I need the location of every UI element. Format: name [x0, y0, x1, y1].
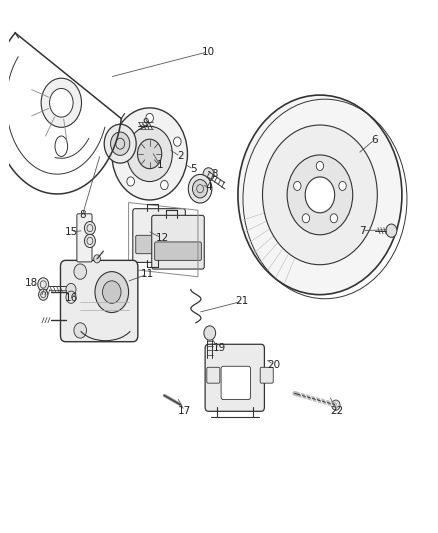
FancyBboxPatch shape [77, 214, 92, 262]
Ellipse shape [55, 136, 67, 157]
Text: 19: 19 [212, 343, 226, 353]
FancyBboxPatch shape [260, 367, 273, 383]
Circle shape [127, 177, 134, 186]
Circle shape [66, 291, 76, 303]
Text: 3: 3 [212, 169, 218, 180]
Circle shape [111, 132, 130, 155]
Text: 16: 16 [64, 293, 78, 303]
Text: 20: 20 [267, 360, 280, 370]
Circle shape [316, 161, 324, 171]
Text: 22: 22 [330, 406, 343, 416]
Circle shape [74, 323, 87, 338]
Circle shape [138, 139, 162, 168]
Circle shape [146, 114, 153, 123]
Circle shape [49, 88, 73, 117]
Text: 11: 11 [141, 269, 154, 279]
Circle shape [85, 235, 95, 247]
Text: 17: 17 [178, 406, 191, 416]
Text: 21: 21 [236, 296, 249, 306]
Text: 6: 6 [371, 135, 378, 144]
Circle shape [173, 137, 181, 146]
Text: 4: 4 [205, 182, 212, 192]
FancyBboxPatch shape [207, 367, 220, 383]
FancyBboxPatch shape [152, 215, 204, 269]
Circle shape [332, 400, 340, 410]
FancyBboxPatch shape [205, 344, 265, 411]
Text: 8: 8 [79, 211, 86, 220]
Circle shape [127, 126, 172, 182]
Circle shape [330, 214, 338, 223]
Circle shape [102, 281, 121, 303]
Circle shape [204, 326, 215, 340]
Circle shape [293, 181, 301, 190]
Circle shape [95, 272, 129, 312]
Text: 1: 1 [157, 160, 163, 170]
Text: 5: 5 [191, 164, 197, 174]
Text: 7: 7 [359, 225, 365, 236]
FancyBboxPatch shape [60, 260, 138, 342]
Circle shape [104, 124, 136, 163]
Circle shape [302, 214, 310, 223]
Circle shape [38, 278, 49, 291]
Text: 9: 9 [142, 118, 149, 128]
Circle shape [123, 117, 138, 135]
Circle shape [118, 137, 126, 146]
Circle shape [193, 180, 208, 198]
Circle shape [94, 255, 100, 263]
Circle shape [74, 264, 87, 279]
Circle shape [386, 224, 397, 237]
Circle shape [161, 181, 168, 190]
Circle shape [188, 174, 212, 203]
Text: 15: 15 [64, 227, 78, 237]
FancyBboxPatch shape [136, 235, 182, 254]
FancyBboxPatch shape [155, 242, 201, 260]
Circle shape [39, 289, 48, 300]
Circle shape [41, 78, 81, 127]
Circle shape [203, 168, 214, 181]
FancyBboxPatch shape [221, 366, 251, 400]
Text: 2: 2 [177, 151, 184, 161]
Text: 18: 18 [25, 278, 39, 288]
Circle shape [85, 222, 95, 235]
Circle shape [66, 284, 76, 296]
Circle shape [305, 177, 335, 213]
Circle shape [112, 108, 187, 200]
Circle shape [287, 155, 353, 235]
Text: 12: 12 [155, 233, 169, 244]
Text: 10: 10 [202, 46, 215, 56]
FancyBboxPatch shape [133, 209, 185, 262]
Circle shape [238, 95, 402, 295]
Circle shape [262, 125, 377, 265]
Circle shape [339, 181, 346, 190]
